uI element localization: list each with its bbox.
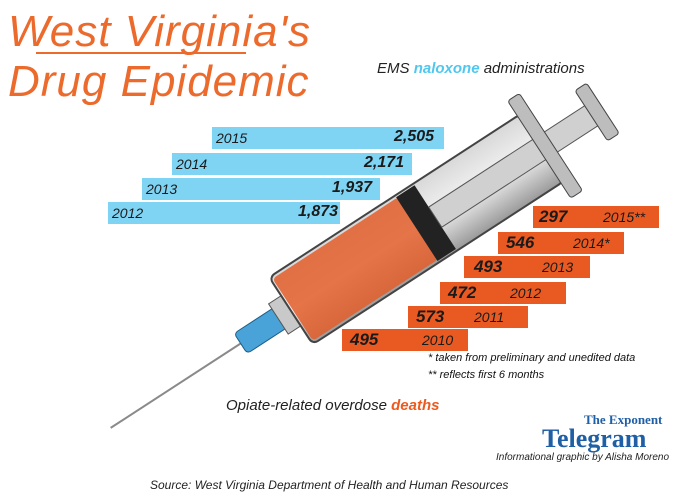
plunger-stopper — [396, 185, 456, 261]
deaths-bar-value: 546 — [506, 233, 535, 252]
title-underline — [36, 52, 246, 54]
deaths-series-label: Opiate-related overdose deaths — [226, 397, 439, 414]
deaths-bar: 495 2010 — [342, 329, 468, 351]
naloxone-label-prefix: EMS — [377, 60, 414, 77]
deaths-bar-year: 2013 — [542, 259, 574, 275]
naloxone-label-suffix: administrations — [479, 60, 585, 77]
naloxone-bar: 2013 1,937 — [142, 178, 380, 200]
naloxone-bar-year: 2013 — [146, 181, 178, 197]
deaths-bar-value: 493 — [474, 257, 503, 276]
deaths-bar-year: 2011 — [474, 309, 505, 325]
naloxone-bar-year: 2014 — [176, 156, 208, 172]
deaths-bar: 573 2011 — [408, 306, 528, 328]
deaths-bar: 546 2014* — [498, 232, 624, 254]
naloxone-bar-value: 2,505 — [394, 128, 435, 145]
deaths-bar: 297 2015** — [533, 206, 659, 228]
naloxone-series-label: EMS naloxone administrations — [377, 60, 585, 77]
finger-flange — [508, 93, 582, 198]
naloxone-bar-value: 2,171 — [364, 154, 405, 171]
source-note: Source: West Virginia Department of Heal… — [150, 478, 509, 492]
deaths-label-highlight: deaths — [391, 397, 440, 414]
deaths-bar-year: 2014* — [573, 235, 610, 251]
footnote-six-months: ** reflects first 6 months — [428, 369, 545, 381]
graphic-credit: Informational graphic by Alisha Moreno — [496, 452, 670, 463]
deaths-bar-year: 2015** — [603, 209, 646, 225]
deaths-bar-value: 573 — [416, 307, 445, 326]
naloxone-bar-value: 1,937 — [332, 179, 373, 196]
naloxone-bar-year: 2012 — [112, 205, 144, 221]
title-line-1: West Virginia's — [8, 7, 311, 56]
needle — [110, 339, 246, 429]
naloxone-bar-value: 1,873 — [298, 203, 339, 220]
liquid — [274, 198, 438, 340]
brand-logo: Telegram — [542, 424, 647, 453]
deaths-bar-value: 297 — [539, 207, 568, 226]
footnote-preliminary: * taken from preliminary and unedited da… — [428, 352, 636, 364]
brand-logo-top: The Exponent — [584, 412, 663, 427]
naloxone-label-highlight: naloxone — [413, 60, 480, 77]
deaths-label-prefix: Opiate-related overdose — [226, 397, 392, 414]
naloxone-bar-year: 2015 — [216, 130, 248, 146]
plunger-head — [575, 83, 619, 141]
deaths-bar-year: 2010 — [422, 332, 454, 348]
deaths-bar-value: 472 — [448, 283, 477, 302]
deaths-bar: 493 2013 — [464, 256, 590, 278]
naloxone-bar: 2015 2,505 — [212, 127, 444, 149]
naloxone-bar: 2014 2,171 — [172, 153, 412, 175]
title-line-2: Drug Epidemic — [8, 57, 310, 106]
deaths-bar-year: 2012 — [510, 285, 542, 301]
deaths-bar-value: 495 — [350, 330, 379, 349]
naloxone-bar: 2012 1,873 — [108, 202, 340, 224]
deaths-bar: 472 2012 — [440, 282, 566, 304]
